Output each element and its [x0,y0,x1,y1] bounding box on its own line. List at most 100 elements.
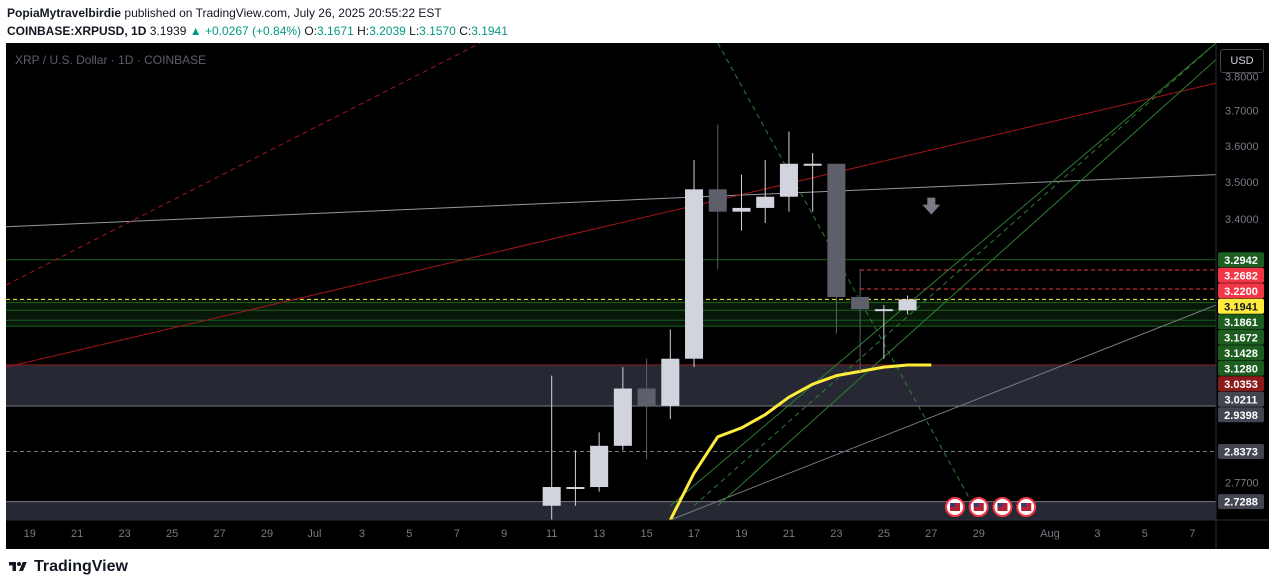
candle-body [637,388,656,406]
candle-body [613,388,632,446]
publish-text: published on TradingView.com, July 26, 2… [124,6,442,20]
price-label-bg [1218,283,1264,299]
candle-body [661,358,680,406]
price-zone [6,364,1216,406]
x-tick-label: 29 [261,528,273,540]
candle-body [685,189,704,359]
price-label-bg [1218,314,1264,330]
candle-body [803,163,822,166]
price-label: 3.1672 [1224,332,1258,344]
x-tick-label: 5 [406,528,412,540]
trend-line [717,59,1216,507]
y-tick-label: 3.8000 [1225,71,1259,83]
trend-line [670,304,1216,520]
chart-area[interactable]: 3.8000 3.7000 3.6000 3.5000 3.4000 2.7700 19 21… [6,43,1269,549]
author-name[interactable]: PopiaMytravelbirdie [7,6,122,20]
last-price: 3.1939 [149,24,187,38]
candle-body [566,487,585,490]
x-tick-label: 27 [213,528,225,540]
price-label: 3.2200 [1224,286,1258,298]
candle-body [542,487,561,506]
price-zone [6,299,1216,327]
price-label-bg [1218,444,1264,460]
x-tick-label: 25 [878,528,890,540]
us-flag-icon [1016,497,1037,517]
open-label: O: [304,24,318,38]
price-label: 3.1428 [1224,348,1258,360]
symbol-label: COINBASE:XRPUSD, 1D [7,24,147,38]
trend-line [669,43,1216,507]
price-label-bg [1218,345,1264,361]
x-tick-label: 5 [1142,528,1148,540]
us-flag-icon [968,497,989,517]
x-tick-label: 13 [593,528,605,540]
x-tick-label: 21 [783,528,795,540]
price-label-bg [1218,360,1264,376]
x-tick-label: 29 [973,528,985,540]
flag-canton [950,503,956,507]
price-label: 2.8373 [1224,447,1258,459]
y-tick-label: 3.5000 [1225,177,1259,189]
x-tick-label: 7 [1189,528,1195,540]
x-tick-label: 15 [640,528,652,540]
moving-average-line [668,363,932,520]
x-tick-label: 21 [71,528,83,540]
trend-line [693,43,1216,507]
x-tick-label: Jul [307,528,321,540]
price-chart[interactable]: 3.8000 3.7000 3.6000 3.5000 3.4000 2.7700 19 21… [6,43,1269,549]
plot-layer [6,43,1216,520]
candle-body [779,163,798,197]
candle-body [732,207,751,212]
flag-canton [973,503,979,507]
candle-body [756,196,775,208]
y-tick-label: 3.7000 [1225,106,1259,118]
currency-button[interactable]: USD [1220,49,1264,73]
x-tick-label: 19 [24,528,36,540]
price-label: 3.0211 [1224,394,1257,406]
price-label: 3.1280 [1224,363,1258,375]
brand-name[interactable]: TradingView [34,558,128,575]
low-label: L: [409,24,420,38]
price-label-bg [1218,494,1264,510]
price-label: 3.0353 [1224,379,1258,391]
candle-body [898,299,917,311]
price-label: 3.1941 [1224,301,1258,313]
candle-body [827,163,846,298]
y-tick-label: 2.7700 [1225,477,1259,489]
close-value: 3.1941 [471,24,508,38]
close-label: C: [459,24,472,38]
candle-body [590,445,609,488]
high-value: 3.2039 [369,24,406,38]
trend-line [6,174,1216,228]
trend-line [717,43,980,516]
price-label: 2.7288 [1224,497,1258,509]
price-label-bg [1218,252,1264,268]
y-tick-label: 3.6000 [1225,141,1259,153]
candle-body [874,309,893,312]
x-tick-label: 23 [119,528,131,540]
publish-info: PopiaMytravelbirdie published on Trading… [7,4,1267,22]
high-label: H: [357,24,370,38]
price-zone [6,501,1216,520]
price-label-bg [1218,376,1264,392]
chart-header: PopiaMytravelbirdie published on Trading… [7,4,1267,42]
x-tick-label: 23 [830,528,842,540]
x-tick-label: 9 [501,528,507,540]
price-change: ▲ +0.0267 (+0.84%) [189,24,302,38]
price-label: 2.9398 [1224,410,1258,422]
low-value: 3.1570 [419,24,456,38]
us-flag-icon [945,497,966,517]
footer: TradingView [6,552,128,582]
y-tick-label: 3.4000 [1225,214,1259,226]
flag-canton [997,503,1003,507]
price-label: 3.1861 [1224,317,1258,329]
x-tick-label: 7 [454,528,460,540]
price-label: 3.2942 [1224,255,1258,267]
us-flag-icon [992,497,1013,517]
x-tick-label: 19 [735,528,747,540]
down-arrow-icon [922,197,941,215]
candle-body [708,189,727,212]
price-label-bg [1218,391,1264,407]
price-label-bg [1218,329,1264,345]
x-tick-label: 3 [1094,528,1100,540]
